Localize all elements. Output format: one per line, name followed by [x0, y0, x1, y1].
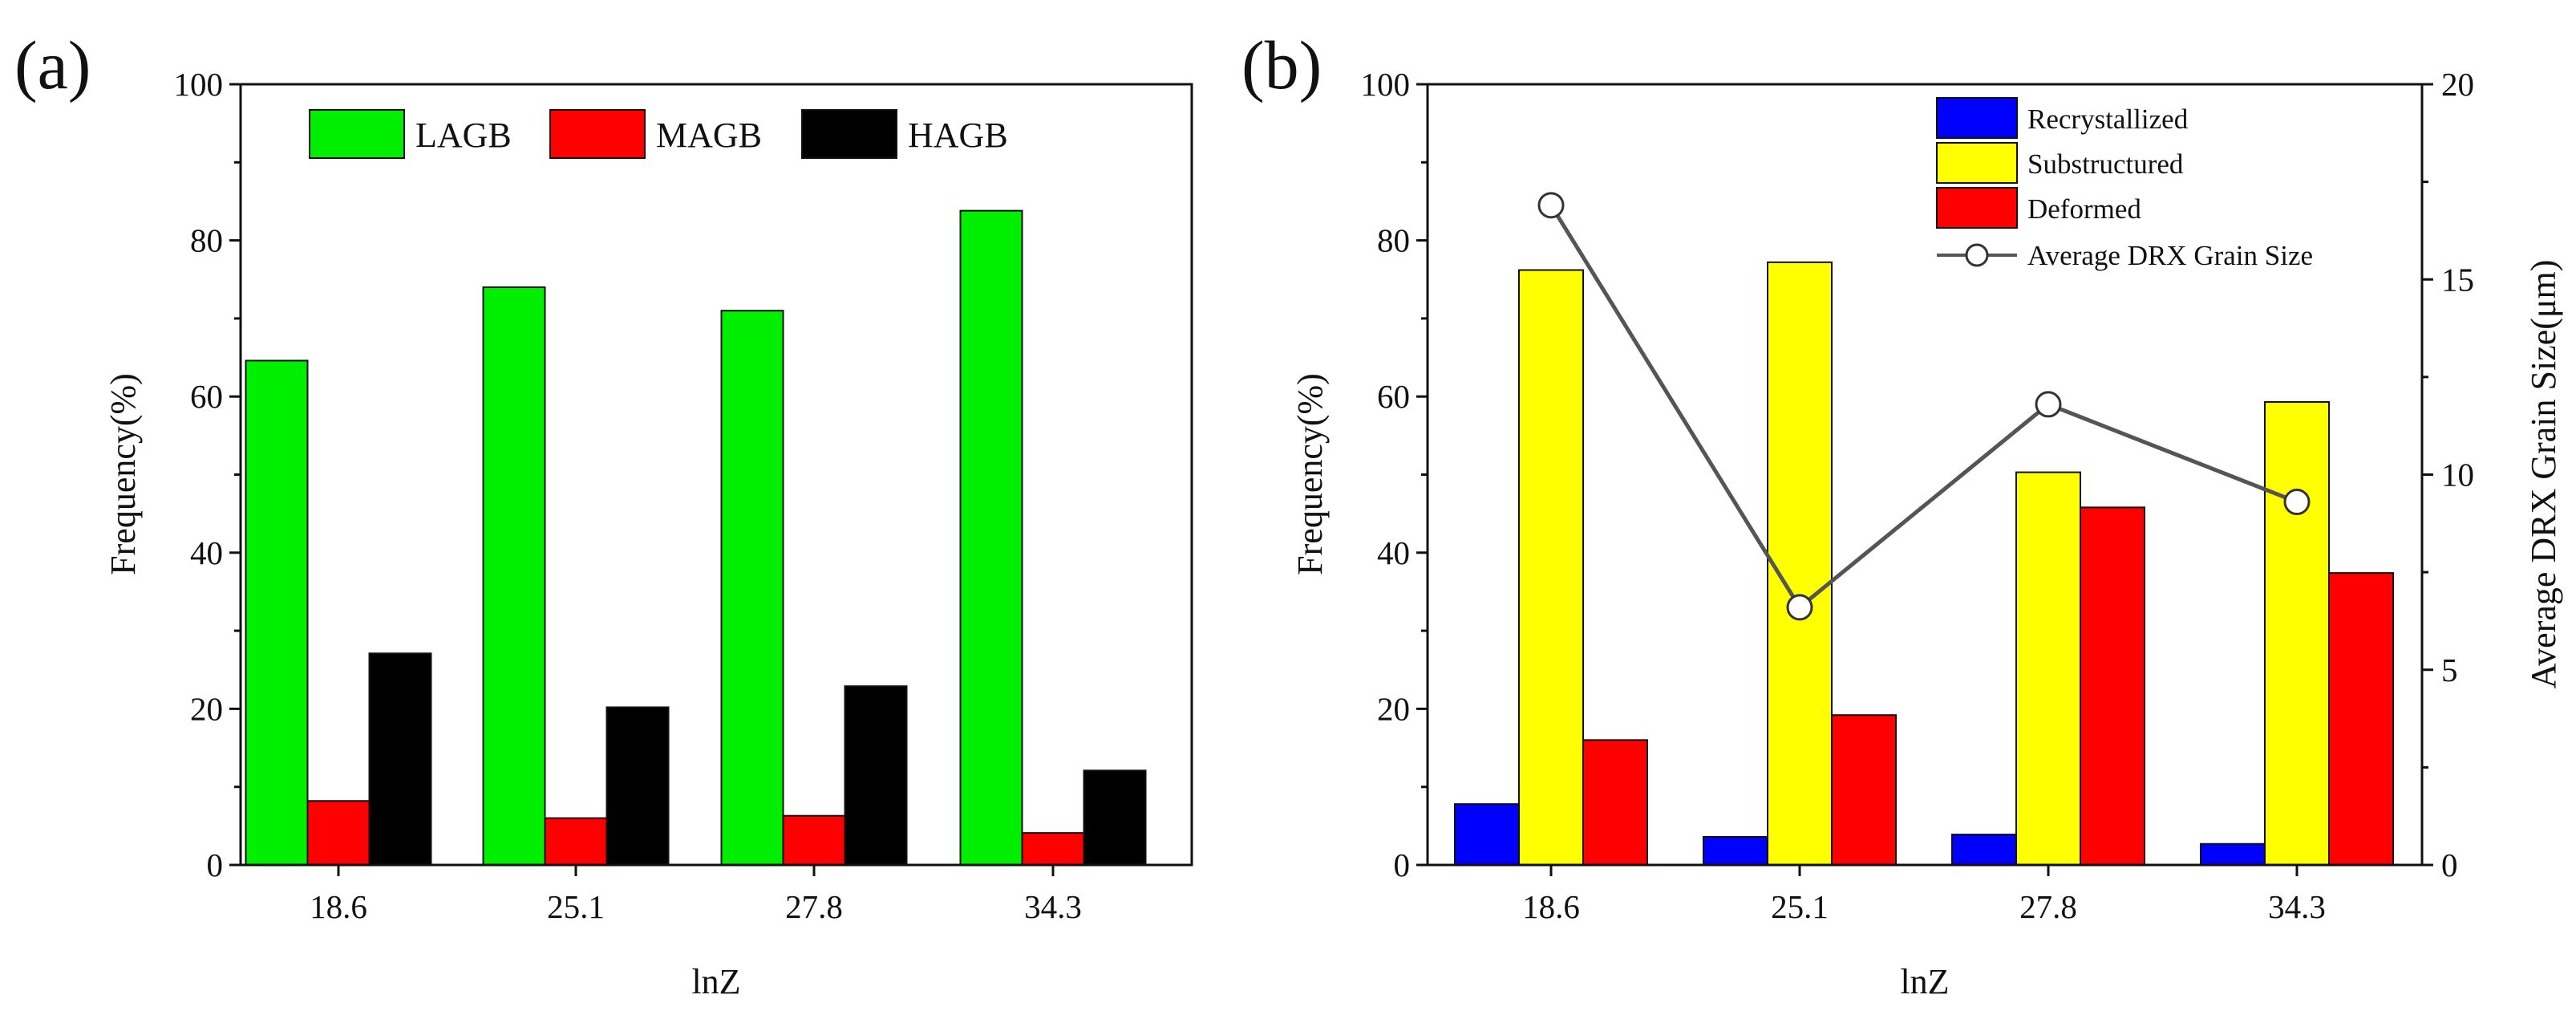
bar-magb-27-8 [782, 814, 846, 866]
legend-swatch-substructured [1936, 142, 2018, 184]
bar-lagb-34-3 [959, 209, 1023, 867]
point-grain-size-27-8 [2035, 391, 2062, 418]
bar-deformed-27-8 [2080, 506, 2145, 867]
bar-lagb-25-1 [482, 286, 546, 867]
bar-recrystallized-25-1 [1703, 835, 1768, 867]
ytick-right-label-15: 15 [2441, 261, 2474, 298]
ytick-right-label-20: 20 [2441, 66, 2474, 103]
legend-swatch-hagb [801, 109, 897, 159]
bar-recrystallized-27-8 [1951, 834, 2017, 866]
bar-substructured-25-1 [1767, 261, 1833, 866]
bar-deformed-34-3 [2328, 572, 2394, 867]
bar-recrystallized-34-3 [2200, 842, 2266, 867]
bar-substructured-34-3 [2264, 401, 2330, 866]
xtick-label-a-34-3: 34.3 [1024, 888, 1082, 925]
ytick-right-label-5: 5 [2441, 652, 2458, 688]
chart-b-bars [1454, 261, 2394, 867]
bar-substructured-27-8 [2015, 471, 2081, 866]
legend-marker-grain-size [1965, 243, 1989, 267]
legend-label-recrystallized: Recrystallized [2027, 104, 2189, 135]
bar-deformed-25-1 [1831, 714, 1897, 867]
xtick-label-a-27-8: 27.8 [785, 888, 843, 925]
bar-substructured-18-6 [1518, 269, 1584, 867]
xtick-label-b-18-6: 18.6 [1522, 888, 1580, 925]
bar-recrystallized-18-6 [1454, 803, 1520, 867]
ytick-right-label-10: 10 [2441, 457, 2474, 493]
ytick-label-a-100: 100 [174, 66, 224, 103]
bar-hagb-18-6 [368, 652, 432, 867]
legend-label-hagb: HAGB [908, 116, 1008, 155]
xtick-label-a-18-6: 18.6 [310, 888, 367, 925]
ytick-label-b-20: 20 [1377, 690, 1410, 727]
bar-hagb-34-3 [1083, 769, 1147, 867]
ytick-label-b-40: 40 [1377, 534, 1410, 571]
bar-deformed-18-6 [1582, 739, 1648, 866]
xtick-label-b-34-3: 34.3 [2268, 888, 2326, 925]
chart-a-bars [245, 209, 1147, 867]
panel-label-b: (b) [1241, 26, 1322, 104]
ytick-label-b-60: 60 [1377, 378, 1410, 415]
bar-lagb-27-8 [720, 310, 784, 867]
line-average-drx-grain-size [1549, 204, 2298, 611]
chart-b-line [1537, 192, 2311, 621]
xtick-label-a-25-1: 25.1 [547, 888, 605, 925]
ytick-label-a-40: 40 [190, 534, 223, 571]
legend-swatch-recrystallized [1936, 97, 2018, 139]
panel-label-a: (a) [14, 26, 91, 104]
chart-b: (b) 0 20 40 60 80 100 18.6 25.1 27.8 34.3 0 5 10 15 20… [1241, 26, 2563, 1001]
bar-magb-25-1 [544, 817, 608, 866]
legend-label-substructured: Substructured [2027, 148, 2184, 180]
chart-b-ylabel: Frequency(%) [1290, 373, 1330, 575]
chart-a-axes: 0 20 40 60 80 100 18.6 25.1 27.8 34.3 [174, 66, 1082, 925]
legend-swatch-magb [549, 109, 646, 159]
chart-a-xlabel: lnZ [691, 962, 740, 1001]
ytick-label-a-80: 80 [190, 222, 223, 259]
legend-label-deformed: Deformed [2027, 193, 2141, 225]
ytick-label-b-100: 100 [1361, 66, 1411, 103]
bar-hagb-25-1 [606, 706, 670, 866]
chart-a-legend: LAGB MAGB HAGB [309, 109, 1008, 159]
ytick-label-a-0: 0 [207, 847, 224, 883]
point-grain-size-25-1 [1786, 594, 1813, 621]
chart-b-legend: Recrystallized Substructured Deformed Av… [1936, 97, 2313, 271]
chart-b-axes: 0 20 40 60 80 100 18.6 25.1 27.8 34.3 0 5 10 15 20 [1361, 66, 2475, 925]
point-grain-size-34-3 [2283, 489, 2311, 516]
ytick-label-b-80: 80 [1377, 222, 1410, 259]
bar-hagb-27-8 [844, 685, 908, 866]
legend-label-grain-size: Average DRX Grain Size [2027, 240, 2313, 271]
xtick-label-b-27-8: 27.8 [2019, 888, 2077, 925]
legend-label-lagb: LAGB [415, 116, 512, 155]
bar-magb-34-3 [1021, 832, 1085, 867]
legend-swatch-deformed [1936, 187, 2018, 229]
legend-label-magb: MAGB [656, 116, 762, 155]
ytick-right-label-0: 0 [2441, 847, 2458, 883]
ytick-label-a-20: 20 [190, 690, 223, 727]
point-grain-size-18-6 [1537, 192, 1565, 219]
bar-magb-18-6 [306, 800, 371, 866]
xtick-label-b-25-1: 25.1 [1771, 888, 1829, 925]
ytick-label-a-60: 60 [190, 378, 223, 415]
bar-lagb-18-6 [245, 359, 309, 866]
chart-b-xlabel: lnZ [1900, 962, 1949, 1001]
chart-a-ylabel: Frequency(%) [103, 373, 143, 575]
chart-b-ylabel-right: Average DRX Grain Size(μm) [2524, 260, 2563, 689]
ytick-label-b-0: 0 [1394, 847, 1411, 883]
chart-a: (a) 0 20 40 60 80 100 18.6 25.1 27.8 34.3 lnZ Fre… [14, 26, 1193, 1001]
legend-swatch-lagb [309, 109, 405, 159]
